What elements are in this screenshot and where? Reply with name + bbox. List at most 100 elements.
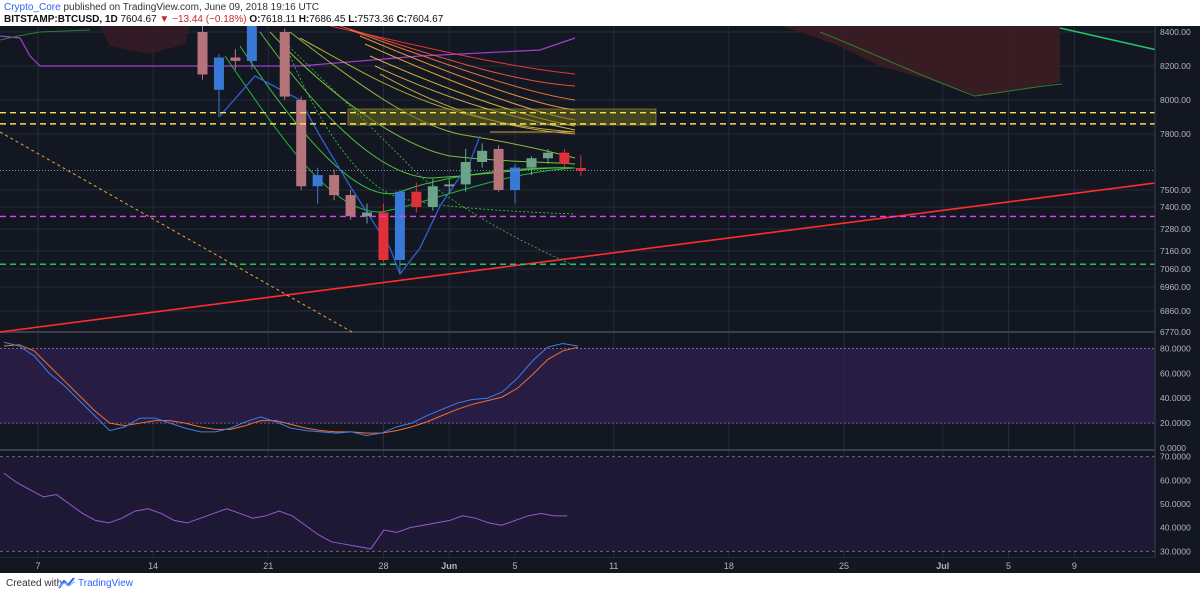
price-tick-label: 8200.00	[1160, 61, 1191, 71]
price-tick-label: 7160.00	[1160, 246, 1191, 256]
candle-body	[493, 148, 504, 190]
price-tick-label: 7060.00	[1160, 264, 1191, 274]
ichimoku-cloud	[0, 26, 1158, 97]
rsi-tick-label: 50.0000	[1160, 499, 1191, 509]
open-value: 7618.11	[260, 14, 296, 25]
stoch-tick-label: 40.0000	[1160, 393, 1191, 403]
tradingview-brand[interactable]: TradingView	[78, 578, 134, 589]
time-tick-label: 5	[1006, 561, 1011, 571]
ma-line	[359, 35, 576, 111]
stoch-k-line	[3, 341, 578, 437]
tradingview-logo-icon[interactable]	[58, 576, 76, 590]
candle-body	[279, 32, 290, 97]
author-link[interactable]: Crypto_Core	[4, 2, 61, 13]
price-axis-bg	[1155, 26, 1200, 573]
ohlc-line: BITSTAMP:BTCUSD, 1D 7604.67 ▼ −13.44 (−0…	[4, 14, 443, 25]
publish-line: Crypto_Core published on TradingView.com…	[4, 2, 319, 13]
price-tick-label: 6860.00	[1160, 306, 1191, 316]
ma-line	[289, 31, 576, 159]
cloud-kumo-left	[100, 26, 190, 54]
candle-body	[362, 212, 372, 217]
time-tick-label: 21	[263, 561, 273, 571]
stoch-rsi-pane	[0, 341, 1155, 437]
price-tick-label: 7500.00	[1160, 185, 1191, 195]
resistance-zone-box	[347, 108, 657, 126]
footer-bar: Created with TradingView	[0, 573, 1200, 595]
rsi-tick-label: 30.0000	[1160, 546, 1191, 556]
candle-body	[213, 57, 224, 90]
chart-header: Crypto_Core published on TradingView.com…	[0, 0, 1200, 26]
time-tick-label: 7	[35, 561, 40, 571]
time-tick-label: 28	[378, 561, 388, 571]
candle-body	[559, 152, 570, 164]
last-price: 7604.67	[120, 14, 157, 25]
time-tick-label: 25	[839, 561, 849, 571]
ma-line	[349, 29, 576, 101]
candle-body	[460, 162, 471, 185]
green-dotted-line-2	[279, 37, 576, 267]
rsi-tick-label: 70.0000	[1160, 452, 1191, 462]
time-axis-bg	[0, 558, 1200, 573]
published-text: published on TradingView.com, June 09, 2…	[63, 2, 320, 13]
candle-body	[542, 152, 553, 159]
time-tick-label: Jun	[441, 561, 457, 571]
price-tick-label: 7280.00	[1160, 224, 1191, 234]
green-span	[0, 29, 91, 41]
price-tick-label: 7400.00	[1160, 202, 1191, 212]
ma-line	[299, 37, 576, 133]
low-label: L:	[348, 14, 358, 25]
time-tick-label: 18	[724, 561, 734, 571]
candle-body	[197, 32, 208, 75]
close-value: 7604.67	[407, 14, 444, 25]
rsi-line	[3, 472, 568, 550]
price-tick-label: 8000.00	[1160, 95, 1191, 105]
price-tick-label: 6960.00	[1160, 282, 1191, 292]
stoch-tick-label: 20.0000	[1160, 418, 1191, 428]
rsi-pane	[0, 456, 1155, 552]
price-tick-label: 6770.00	[1160, 327, 1191, 337]
candle-body	[345, 195, 356, 217]
candle-body	[394, 191, 405, 260]
rsi-band	[0, 456, 1155, 552]
candle-body	[312, 175, 323, 187]
chart-area[interactable]: 7925.477859.597604.677348.597086.43 8400…	[0, 26, 1200, 573]
stoch-tick-label: 60.0000	[1160, 368, 1191, 378]
candle-body	[444, 184, 455, 187]
price-tick-label: 8400.00	[1160, 27, 1191, 37]
high-value: 7686.45	[309, 14, 346, 25]
candle-body	[526, 158, 537, 168]
time-tick-label: 9	[1072, 561, 1077, 571]
chart-canvas[interactable]: 7925.477859.597604.677348.597086.43 8400…	[0, 26, 1200, 573]
horizontal-levels: 7925.477859.597604.677348.597086.43	[0, 106, 1193, 271]
red-trend-line	[0, 182, 1156, 333]
time-tick-label: 14	[148, 561, 158, 571]
candle-body	[477, 150, 488, 162]
ma-line	[339, 26, 576, 87]
candle-body	[575, 167, 586, 171]
stoch-tick-label: 80.0000	[1160, 343, 1191, 353]
low-value: 7573.36	[357, 14, 394, 25]
candle-body	[411, 191, 422, 207]
ma-line	[269, 31, 576, 165]
cloud-kumo	[780, 26, 1060, 96]
time-tick-label: Jul	[936, 561, 949, 571]
time-tick-label: 11	[609, 561, 618, 571]
time-tick-label: 5	[513, 561, 518, 571]
orange-dotted-line	[0, 131, 353, 333]
symbol-label[interactable]: BITSTAMP:BTCUSD, 1D	[4, 14, 118, 25]
open-label: O:	[249, 14, 261, 25]
stoch-tick-label: 0.0000	[1160, 443, 1186, 453]
candle-body	[296, 100, 307, 187]
price-change: ▼ −13.44 (−0.18%)	[159, 14, 247, 25]
stoch-band	[0, 348, 1155, 424]
axes: 8400.00 8200.00 8000.00 7800.00 7500.00 7400.…	[0, 26, 1200, 573]
created-with-text: Created with	[6, 578, 63, 589]
purple-line	[0, 35, 576, 67]
close-label: C:	[396, 14, 408, 25]
candle-body	[329, 175, 340, 196]
rsi-tick-label: 40.0000	[1160, 523, 1191, 533]
price-tick-label: 7800.00	[1160, 129, 1191, 139]
candle-body	[427, 186, 438, 207]
candlestick-series	[197, 26, 586, 273]
cloud-span-b	[819, 31, 1063, 97]
